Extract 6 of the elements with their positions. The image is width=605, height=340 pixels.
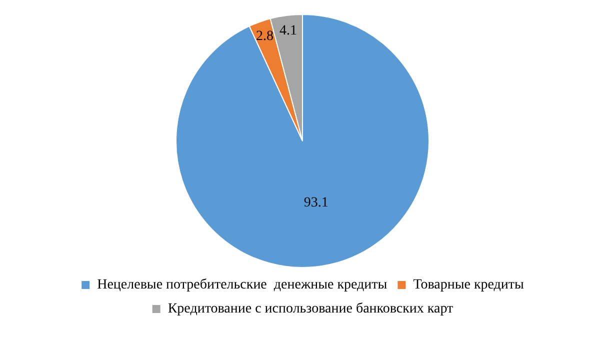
legend-label: Кредитование с использование банковских карт xyxy=(168,302,454,317)
legend-label: Товарные кредиты xyxy=(413,278,525,293)
legend-label: Нецелевые потребительские денежные кредиты xyxy=(97,278,388,293)
data-label: 2.8 xyxy=(256,28,274,44)
data-label: 93.1 xyxy=(304,195,328,210)
data-label: 4.1 xyxy=(279,23,297,38)
